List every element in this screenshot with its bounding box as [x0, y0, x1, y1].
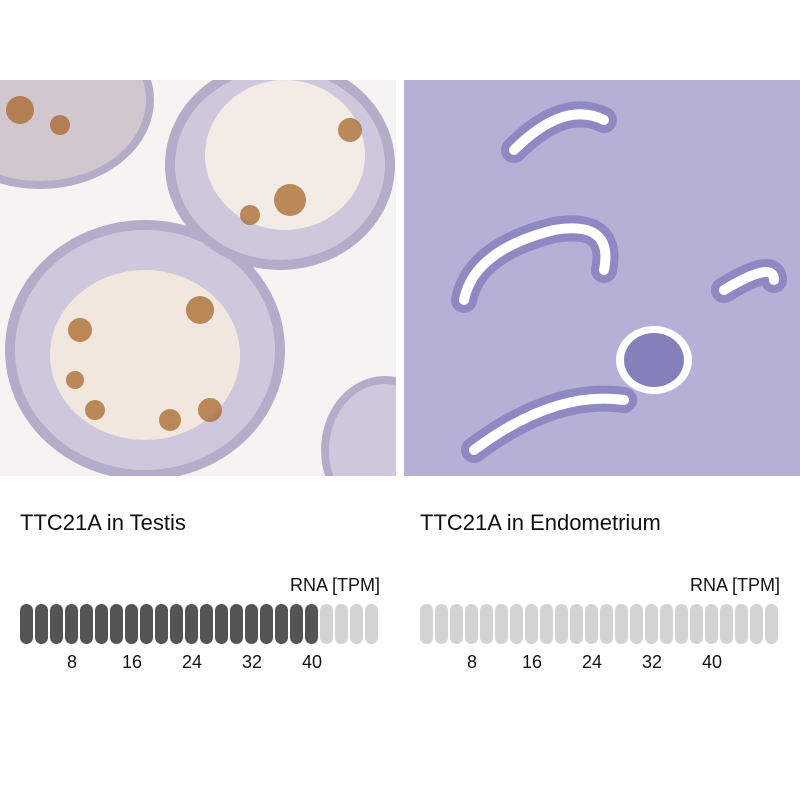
rna-tick-label: 40 [301, 652, 323, 672]
rna-bar-segment [335, 604, 348, 644]
rna-bar-segment [80, 604, 93, 644]
rna-bar-segment [420, 604, 433, 644]
rna-tick-label: 8 [466, 652, 478, 672]
rna-tick-label: 8 [66, 652, 78, 672]
endometrium-rna-label: RNA [TPM] [689, 575, 780, 595]
rna-tick-label: 32 [641, 652, 663, 672]
rna-tick-label: 40 [701, 652, 723, 672]
rna-bar-segment [630, 604, 643, 644]
rna-bar-segment [435, 604, 448, 644]
rna-bar-segment [185, 604, 198, 644]
rna-bar-segment [140, 604, 153, 644]
rna-bar-segment [215, 604, 228, 644]
rna-bar-segment [735, 604, 748, 644]
rna-bar-segment [570, 604, 583, 644]
rna-bar-segment [615, 604, 628, 644]
rna-bar-segment [350, 604, 363, 644]
rna-bar-segment [320, 604, 333, 644]
endometrium-tissue-image [404, 80, 800, 476]
rna-bar-segment [260, 604, 273, 644]
rna-bar-segment [555, 604, 568, 644]
rna-bar-segment [450, 604, 463, 644]
rna-bar-segment [290, 604, 303, 644]
rna-bar-segment [230, 604, 243, 644]
rna-bar-segment [95, 604, 108, 644]
rna-bar-segment [20, 604, 33, 644]
rna-bar-segment [585, 604, 598, 644]
rna-bar-segment [765, 604, 778, 644]
rna-bar-segment [660, 604, 673, 644]
endometrium-rna-bar [420, 604, 780, 644]
rna-tick-label: 24 [581, 652, 603, 672]
rna-bar-segment [495, 604, 508, 644]
rna-tick-label: 16 [121, 652, 143, 672]
rna-bar-segment [540, 604, 553, 644]
rna-bar-segment [705, 604, 718, 644]
testis-rna-label: RNA [TPM] [289, 575, 380, 595]
testis-rna-bar [20, 604, 380, 644]
endometrium-micrograph [404, 80, 800, 476]
rna-bar-segment [50, 604, 63, 644]
rna-bar-segment [125, 604, 138, 644]
endometrium-title: TTC21A in Endometrium [420, 510, 661, 535]
rna-bar-segment [155, 604, 168, 644]
rna-bar-segment [525, 604, 538, 644]
rna-bar-segment [600, 604, 613, 644]
rna-bar-segment [750, 604, 763, 644]
rna-bar-segment [465, 604, 478, 644]
rna-bar-segment [200, 604, 213, 644]
testis-title: TTC21A in Testis [20, 510, 186, 535]
rna-bar-segment [305, 604, 318, 644]
testis-tissue-image [0, 80, 396, 476]
rna-bar-segment [245, 604, 258, 644]
rna-bar-segment [35, 604, 48, 644]
rna-bar-segment [645, 604, 658, 644]
rna-bar-segment [170, 604, 183, 644]
rna-bar-segment [720, 604, 733, 644]
testis-micrograph [0, 80, 396, 476]
rna-bar-segment [110, 604, 123, 644]
rna-bar-segment [690, 604, 703, 644]
rna-bar-segment [65, 604, 78, 644]
rna-bar-segment [480, 604, 493, 644]
rna-tick-label: 32 [241, 652, 263, 672]
rna-bar-segment [365, 604, 378, 644]
rna-bar-segment [675, 604, 688, 644]
rna-tick-label: 24 [181, 652, 203, 672]
rna-bar-segment [275, 604, 288, 644]
rna-bar-segment [510, 604, 523, 644]
rna-tick-label: 16 [521, 652, 543, 672]
